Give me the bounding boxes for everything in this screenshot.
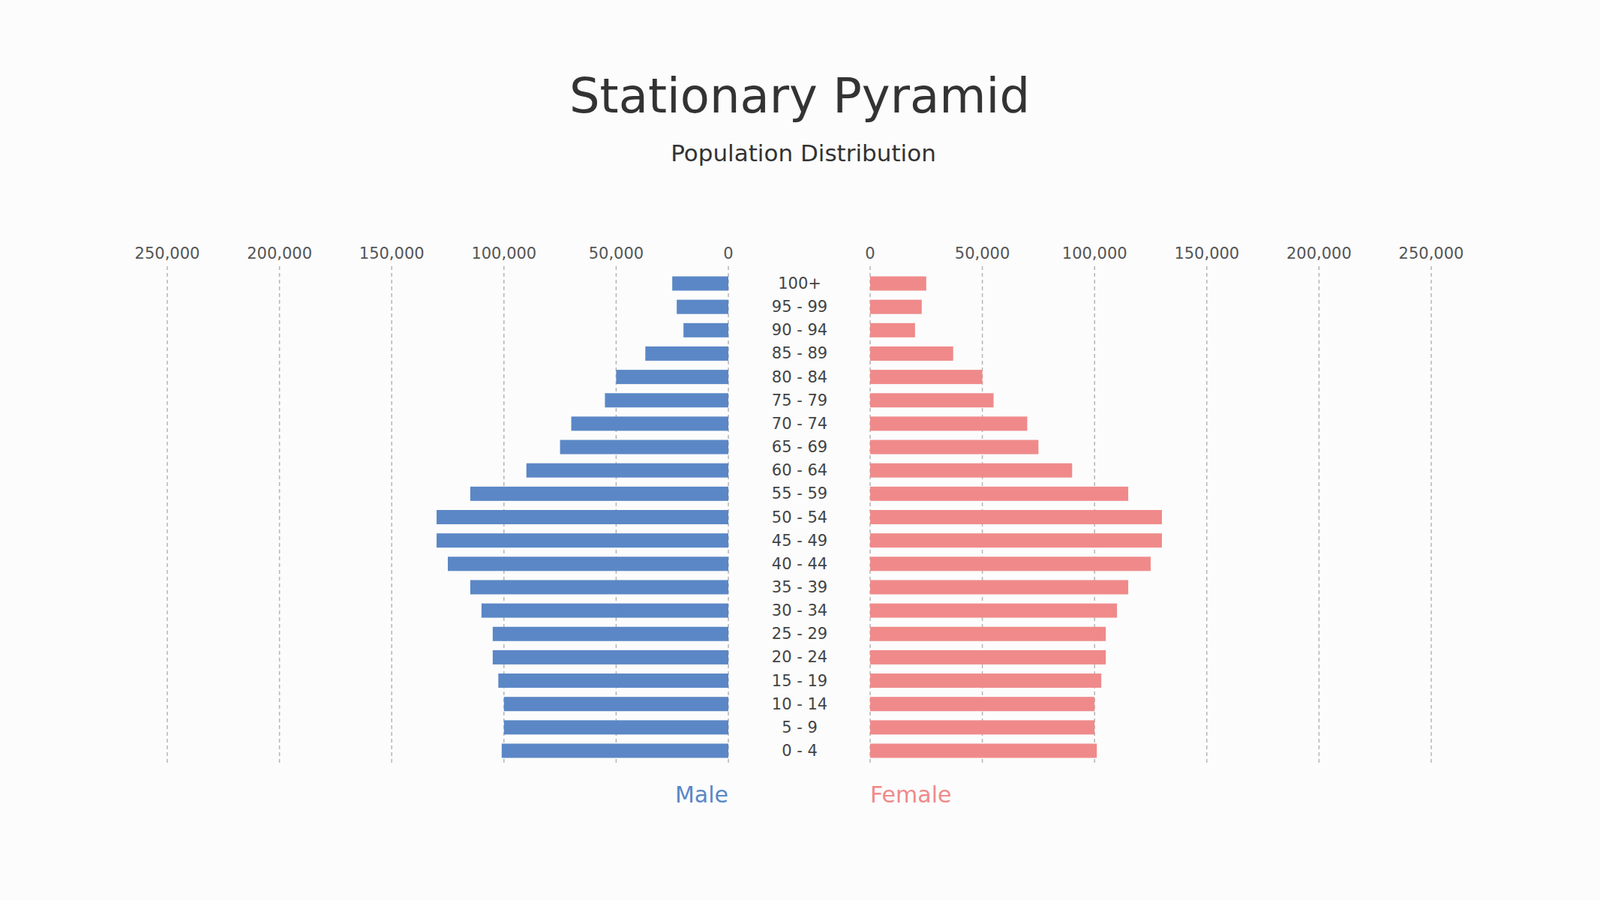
bar <box>470 486 729 502</box>
tick-label: 250,000 <box>135 244 201 263</box>
bar <box>870 603 1117 619</box>
bar <box>870 276 927 292</box>
bar <box>498 673 729 688</box>
category-label: 50 - 54 <box>771 508 828 527</box>
bar <box>870 696 1095 712</box>
bar <box>436 533 729 548</box>
tick-label: 100,000 <box>471 244 537 263</box>
bar <box>501 744 729 759</box>
bar <box>676 300 729 315</box>
subtitle: Population Distribution <box>670 139 937 167</box>
category-label: 85 - 89 <box>771 344 828 363</box>
bar <box>504 720 729 735</box>
category-label: 30 - 34 <box>771 601 828 620</box>
category-label: 25 - 29 <box>771 624 828 643</box>
bar <box>492 650 729 665</box>
bar <box>870 627 1106 642</box>
category-label: 70 - 74 <box>771 414 828 433</box>
bar <box>870 533 1162 548</box>
category-label: 75 - 79 <box>771 391 828 410</box>
bar <box>481 603 729 619</box>
tick-label: 0 <box>864 244 875 263</box>
category-label: 20 - 24 <box>771 648 828 667</box>
tick-label: 200,000 <box>1286 244 1352 263</box>
category-label: 90 - 94 <box>771 321 828 340</box>
legend-label: Female <box>870 781 952 808</box>
bar <box>870 486 1129 502</box>
bar <box>870 720 1095 735</box>
bar <box>870 416 1027 431</box>
grid <box>167 266 1432 763</box>
bar <box>870 323 916 338</box>
bar <box>526 463 729 478</box>
category-label: 60 - 64 <box>771 461 828 480</box>
tick-label: 150,000 <box>359 244 425 263</box>
bar <box>672 276 729 292</box>
category-label: 80 - 84 <box>771 368 828 387</box>
title: Stationary Pyramid <box>569 68 1030 124</box>
bar <box>447 556 729 571</box>
grid-line <box>1430 266 1432 763</box>
tick-label: 150,000 <box>1173 244 1240 263</box>
category-label: 10 - 14 <box>771 695 828 714</box>
series-bars <box>436 276 729 759</box>
bar <box>571 416 729 431</box>
bar <box>683 323 729 338</box>
grid-line <box>279 266 281 763</box>
tick-label: 50,000 <box>588 244 644 263</box>
category-label: 40 - 44 <box>771 555 828 574</box>
bar <box>870 744 1097 759</box>
tick-label: 100,000 <box>1062 244 1128 263</box>
bar <box>615 369 729 385</box>
bar <box>560 440 729 455</box>
bar <box>870 556 1151 571</box>
bar <box>504 696 729 712</box>
category-label: 45 - 49 <box>771 531 828 550</box>
grid-line <box>166 266 169 763</box>
category-label: 65 - 69 <box>771 438 828 457</box>
bar <box>870 300 922 315</box>
category-label: 5 - 9 <box>781 718 818 737</box>
bar <box>870 346 954 361</box>
bar <box>436 510 729 525</box>
bar <box>870 579 1129 595</box>
chart: Stationary Pyramid Population Distributio… <box>0 0 1600 900</box>
bar <box>870 650 1106 665</box>
bar <box>870 369 983 385</box>
series-bars <box>870 276 1162 759</box>
category-label: 100+ <box>777 274 822 293</box>
category-label: 95 - 99 <box>771 297 828 316</box>
legend-label: Male <box>675 781 729 808</box>
background <box>0 0 1600 900</box>
grid-line <box>1318 266 1321 763</box>
grid-line <box>390 266 393 763</box>
bar <box>492 627 729 642</box>
grid-line <box>1206 266 1208 763</box>
bar <box>870 510 1162 525</box>
bar <box>645 346 729 361</box>
bar <box>604 393 729 408</box>
category-label: 55 - 59 <box>771 484 828 503</box>
tick-label: 50,000 <box>954 244 1010 263</box>
category-label: 0 - 4 <box>781 741 818 760</box>
tick-label: 250,000 <box>1398 244 1465 263</box>
category-label: 35 - 39 <box>771 578 828 597</box>
tick-label: 200,000 <box>246 244 313 263</box>
bar <box>870 393 994 408</box>
bar <box>870 673 1102 688</box>
bar <box>870 440 1039 455</box>
tick-label: 0 <box>723 244 733 263</box>
bar <box>870 463 1072 478</box>
category-label: 15 - 19 <box>771 672 828 691</box>
bar <box>470 579 729 595</box>
